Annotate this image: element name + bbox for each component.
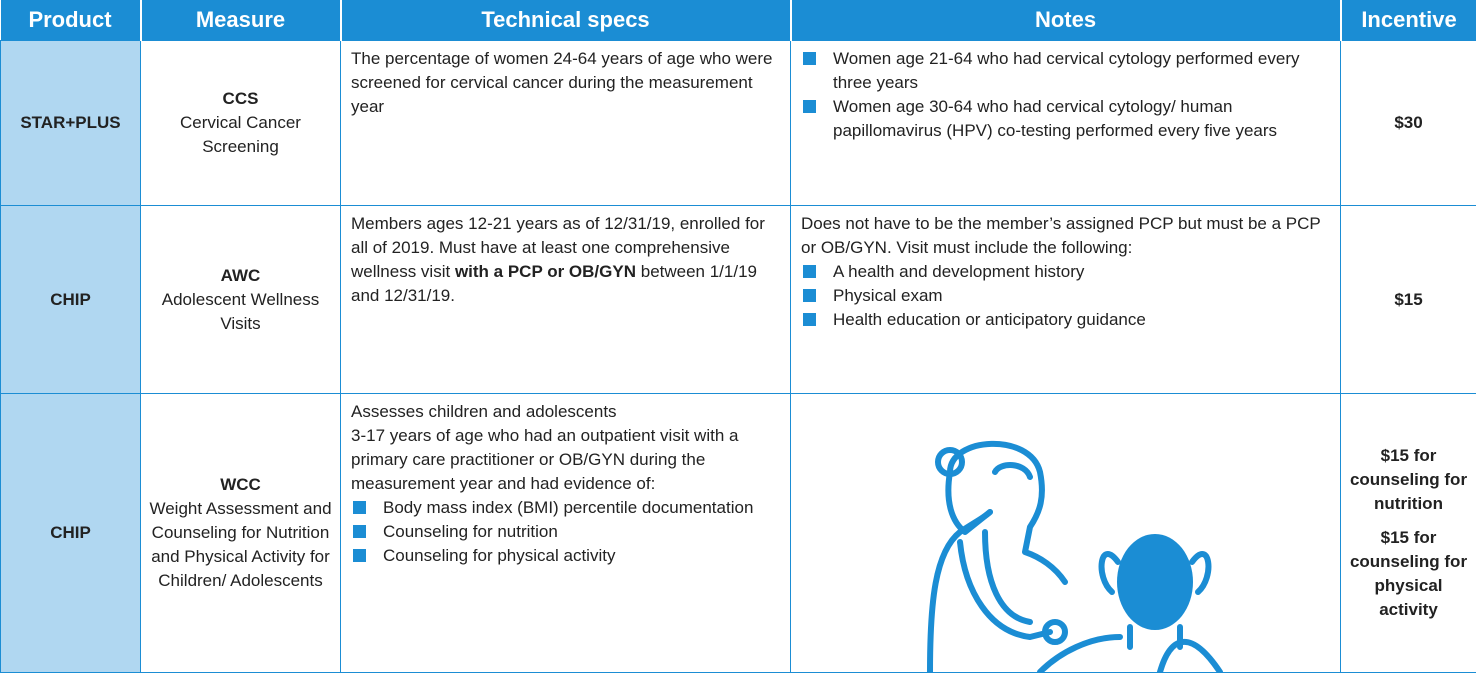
specs-text: The percentage of women 24-64 years of a… (351, 49, 772, 116)
incentive-cell: $15 (1341, 206, 1476, 394)
bullet-text: Health education or anticipatory guidanc… (833, 308, 1146, 332)
specs-text: with a PCP or OB/GYN (455, 262, 636, 281)
specs-text: Assesses children and adolescents (351, 402, 617, 421)
bullet-square (353, 525, 366, 538)
bullet-text: Counseling for physical activity (383, 544, 615, 568)
incentive-text: $15 for counseling for physical activity (1345, 526, 1472, 622)
measure-code: AWC (147, 264, 334, 288)
measure-name: Cervical Cancer Screening (147, 111, 334, 159)
bullet-item: Women age 30-64 who had cervical cytolog… (801, 95, 1330, 143)
bullet-square (353, 501, 366, 514)
notes-cell: Women age 21-64 who had cervical cytolog… (791, 41, 1341, 206)
bullet-item: Body mass index (BMI) percentile documen… (351, 496, 780, 520)
measure-code: WCC (147, 473, 334, 497)
measure-name: Adolescent Wellness Visits (147, 288, 334, 336)
specs-paragraph: The percentage of women 24-64 years of a… (351, 47, 780, 119)
doctor-child-illustration (890, 432, 1230, 672)
column-header: Notes (791, 0, 1341, 41)
bullet-square (353, 549, 366, 562)
measure-name: Weight Assessment and Counseling for Nut… (147, 497, 334, 593)
bullet-item: Counseling for physical activity (351, 544, 780, 568)
product-cell: CHIP (1, 394, 141, 673)
page: ProductMeasureTechnical specsNotesIncent… (0, 0, 1476, 672)
product-cell: STAR+PLUS (1, 41, 141, 206)
specs-cell: Members ages 12-21 years as of 12/31/19,… (341, 206, 791, 394)
bullet-text: Body mass index (BMI) percentile documen… (383, 496, 753, 520)
notes-cell: Does not have to be the member’s assigne… (791, 206, 1341, 394)
incentive-text: $15 (1345, 288, 1472, 312)
bullet-item: Physical exam (801, 284, 1330, 308)
specs-paragraph: Assesses children and adolescents (351, 400, 780, 424)
bullet-item: A health and development history (801, 260, 1330, 284)
bullet-item: Health education or anticipatory guidanc… (801, 308, 1330, 332)
incentive-text: $30 (1345, 111, 1472, 135)
column-header: Product (1, 0, 141, 41)
specs-paragraph: 3-17 years of age who had an outpatient … (351, 424, 780, 496)
specs-cell: Assesses children and adolescents 3-17 ye… (341, 394, 791, 673)
bullet-square (803, 313, 816, 326)
incentive-table: ProductMeasureTechnical specsNotesIncent… (0, 0, 1476, 673)
notes-paragraph: Does not have to be the member’s assigne… (801, 212, 1330, 260)
column-header: Measure (141, 0, 341, 41)
incentive-cell: $15 for counseling for nutrition $15 for … (1341, 394, 1476, 673)
bullet-square (803, 52, 816, 65)
bullet-text: Women age 30-64 who had cervical cytolog… (833, 95, 1330, 143)
bullet-text: A health and development history (833, 260, 1084, 284)
bullet-item: Counseling for nutrition (351, 520, 780, 544)
bullet-text: Women age 21-64 who had cervical cytolog… (833, 47, 1330, 95)
measure-code: CCS (147, 87, 334, 111)
bullet-item: Women age 21-64 who had cervical cytolog… (801, 47, 1330, 95)
bullet-text: Counseling for nutrition (383, 520, 558, 544)
product-cell: CHIP (1, 206, 141, 394)
incentive-cell: $30 (1341, 41, 1476, 206)
bullet-square (803, 265, 816, 278)
column-header: Incentive (1341, 0, 1476, 41)
bullet-square (803, 289, 816, 302)
bullet-text: Physical exam (833, 284, 943, 308)
column-header: Technical specs (341, 0, 791, 41)
specs-cell: The percentage of women 24-64 years of a… (341, 41, 791, 206)
incentive-text: $15 for counseling for nutrition (1345, 444, 1472, 516)
bullet-square (803, 100, 816, 113)
specs-text: 3-17 years of age who had an outpatient … (351, 426, 738, 493)
specs-paragraph: Members ages 12-21 years as of 12/31/19,… (351, 212, 780, 308)
